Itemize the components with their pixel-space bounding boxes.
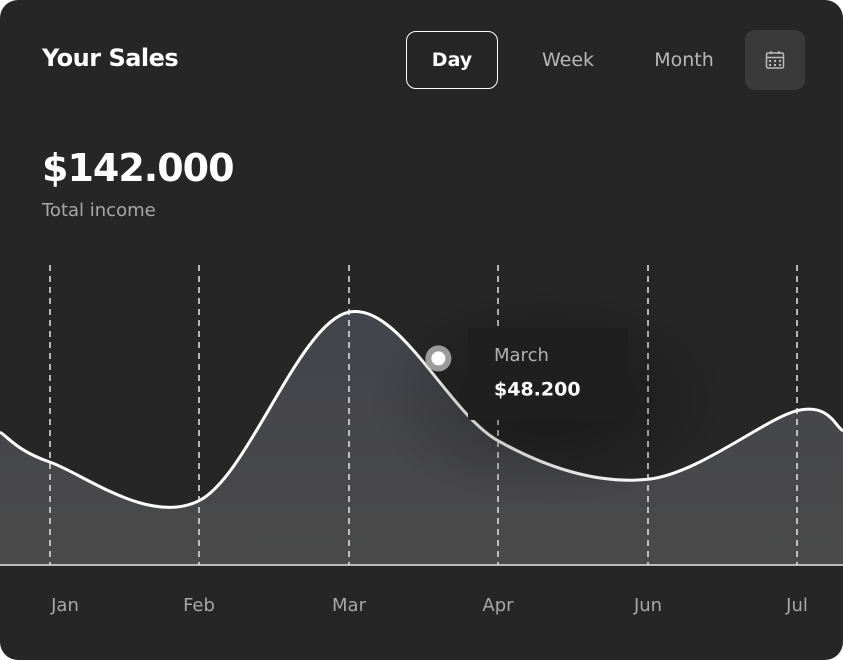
total-caption: Total income bbox=[42, 200, 156, 221]
tooltip-label: March bbox=[494, 345, 549, 366]
period-tab[interactable]: Day bbox=[406, 31, 498, 89]
period-tabs: Day Week Month bbox=[406, 31, 754, 89]
line-edge bbox=[0, 430, 51, 464]
x-tick-label: Jun bbox=[633, 595, 662, 616]
card-title: Your Sales bbox=[42, 44, 179, 72]
calendar-icon bbox=[765, 51, 785, 69]
period-tab[interactable]: Week bbox=[541, 49, 595, 71]
x-tick-label: Feb bbox=[183, 595, 215, 616]
x-tick-label: Jul bbox=[785, 595, 808, 616]
line-edge bbox=[796, 407, 843, 433]
x-tick-label: Jan bbox=[50, 595, 79, 616]
total-amount: $142.000 bbox=[42, 146, 235, 190]
x-tick-label: Mar bbox=[332, 595, 367, 616]
tooltip-value: $48.200 bbox=[494, 379, 581, 401]
period-tab[interactable]: Month bbox=[654, 49, 714, 71]
tooltip-point bbox=[431, 351, 446, 366]
tooltip-box bbox=[468, 328, 628, 420]
calendar-button[interactable] bbox=[745, 30, 805, 90]
x-tick-label: Apr bbox=[482, 595, 514, 616]
